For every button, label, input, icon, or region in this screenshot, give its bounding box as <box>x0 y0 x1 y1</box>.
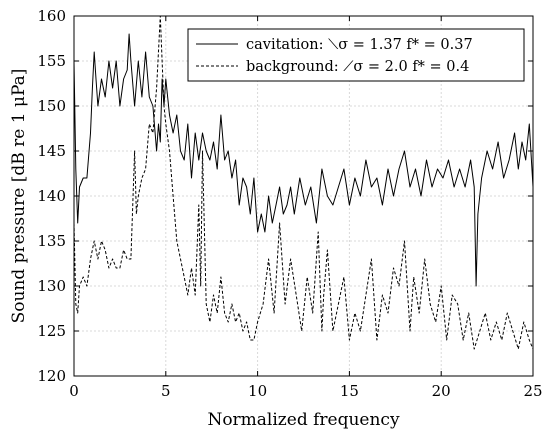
y-tick-label: 140 <box>37 187 66 205</box>
y-tick-label: 145 <box>37 142 66 160</box>
y-tick-label: 125 <box>37 322 66 340</box>
series-line-cavitation <box>73 33 534 287</box>
legend-box <box>187 28 525 82</box>
y-tick-label: 155 <box>37 52 66 70</box>
y-tick-label: 120 <box>37 367 66 385</box>
x-tick-label: 25 <box>523 382 542 400</box>
y-axis-label: Sound pressure [dB re 1 μPa] <box>9 69 29 324</box>
y-tick-label: 160 <box>37 7 66 25</box>
x-tick-label: 5 <box>161 382 171 400</box>
legend-label-cavitation: cavitation: ⟍σ = 1.37 f* = 0.37 <box>246 37 473 53</box>
x-tick-label: 10 <box>248 382 267 400</box>
series-line-background <box>73 15 534 350</box>
x-tick-label: 15 <box>340 382 359 400</box>
x-axis-label: Normalized frequency <box>207 410 400 430</box>
legend-label-background: background: ⟋σ = 2.0 f* = 0.4 <box>246 59 469 75</box>
x-tick-label: 20 <box>432 382 451 400</box>
legend: cavitation: ⟍σ = 1.37 f* = 0.37 backgrou… <box>187 28 525 82</box>
y-tick-label: 150 <box>37 97 66 115</box>
series-lines <box>73 15 534 350</box>
axis-ticks: 0 5 10 15 20 25 120 125 130 135 140 145 150 155 160 <box>37 7 542 400</box>
y-tick-label: 135 <box>37 232 66 250</box>
y-tick-label: 130 <box>37 277 66 295</box>
x-tick-label: 0 <box>69 382 79 400</box>
